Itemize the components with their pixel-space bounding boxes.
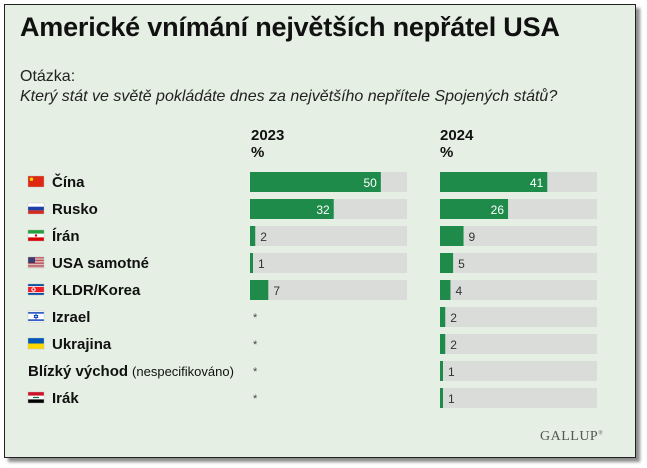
bar-track (440, 388, 597, 408)
bar-track (440, 253, 597, 273)
bar-value-label: 1 (448, 365, 455, 379)
bar-value-label: 2 (260, 230, 267, 244)
category-label: KLDR/Korea (52, 282, 141, 299)
iraq-flag-icon (27, 391, 45, 404)
question-label: Otázka: (20, 68, 76, 85)
bar-2024 (440, 280, 451, 300)
question-text: Který stát ve světě pokládáte dnes za ne… (20, 88, 558, 105)
category-label: USA samotné (52, 255, 149, 272)
bar-2024 (440, 172, 548, 192)
bar-value-label: 1 (448, 392, 455, 406)
bar-2024 (440, 307, 446, 327)
iran-flag-icon (27, 229, 45, 242)
column-unit-2024: % (440, 144, 454, 161)
china-flag-icon (27, 175, 45, 188)
column-header-2023: 2023 % (251, 127, 284, 161)
category-note: (nespecifikováno) (132, 364, 234, 379)
bar-value-label: 9 (469, 230, 476, 244)
israel-flag-icon (27, 310, 45, 323)
russia-flag-icon (27, 202, 45, 215)
category-label: Rusko (52, 201, 98, 218)
bar-value-label: 32 (316, 203, 330, 217)
column-unit-2023: % (251, 144, 265, 161)
bar-track (440, 334, 597, 354)
bar-value-label: 4 (455, 284, 462, 298)
bar-value-label: 2 (450, 311, 457, 325)
bar-2023 (250, 172, 381, 192)
no-data-marker: * (253, 312, 258, 324)
bar-2024 (440, 199, 509, 219)
bar-track (250, 280, 407, 300)
bar-track (440, 361, 597, 381)
gallup-logo: GALLUP® (540, 429, 604, 444)
no-data-marker: * (253, 366, 258, 378)
bar-2023 (250, 226, 256, 246)
bar-2024 (440, 226, 464, 246)
usa-flag-icon (27, 256, 45, 269)
column-year-2023: 2023 (251, 127, 285, 144)
bar-value-label: 41 (530, 176, 544, 190)
category-label: Izrael (52, 309, 90, 326)
bar-2024 (440, 334, 446, 354)
bar-2024 (440, 361, 443, 381)
bar-value-label: 1 (258, 257, 265, 271)
bar-track (250, 253, 407, 273)
bar-value-label: 7 (273, 284, 280, 298)
bar-2024 (440, 253, 454, 273)
gallup-logo-text: GALLUP (540, 429, 599, 444)
ukraine-flag-icon (27, 337, 45, 350)
bar-track (440, 226, 597, 246)
bar-track (440, 307, 597, 327)
bar-value-label: 5 (458, 257, 465, 271)
bar-2023 (250, 280, 269, 300)
bar-value-label: 50 (363, 176, 377, 190)
column-year-2024: 2024 (440, 127, 474, 144)
bar-track (250, 226, 407, 246)
no-data-marker: * (253, 393, 258, 405)
bar-value-label: 2 (450, 338, 457, 352)
bar-value-label: 26 (491, 203, 505, 217)
bar-track (440, 280, 597, 300)
north-korea-flag-icon (27, 283, 45, 296)
chart-title: Americké vnímání největších nepřátel USA (20, 12, 560, 42)
category-label: Írán (52, 228, 80, 245)
category-label: Ukrajina (52, 336, 112, 353)
category-label: Blízký východ (nespecifikováno) (28, 363, 234, 380)
bar-2024 (440, 388, 443, 408)
category-label: Irák (52, 390, 79, 407)
column-header-2024: 2024 % (440, 127, 473, 161)
bar-2023 (250, 199, 334, 219)
no-data-marker: * (253, 339, 258, 351)
category-label: Čína (52, 173, 85, 191)
bar-2023 (250, 253, 253, 273)
